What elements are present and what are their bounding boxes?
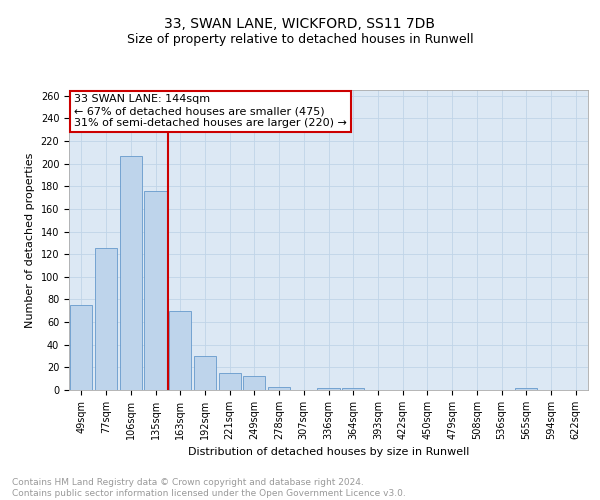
- Bar: [243, 376, 265, 390]
- Text: 33 SWAN LANE: 144sqm
← 67% of detached houses are smaller (475)
31% of semi-deta: 33 SWAN LANE: 144sqm ← 67% of detached h…: [74, 94, 347, 128]
- Bar: [194, 356, 216, 390]
- Bar: [70, 305, 92, 390]
- Bar: [268, 386, 290, 390]
- Bar: [342, 388, 364, 390]
- Text: Size of property relative to detached houses in Runwell: Size of property relative to detached ho…: [127, 32, 473, 46]
- Bar: [145, 191, 167, 390]
- Text: 33, SWAN LANE, WICKFORD, SS11 7DB: 33, SWAN LANE, WICKFORD, SS11 7DB: [164, 18, 436, 32]
- Text: Contains HM Land Registry data © Crown copyright and database right 2024.
Contai: Contains HM Land Registry data © Crown c…: [12, 478, 406, 498]
- Bar: [95, 248, 117, 390]
- Bar: [119, 156, 142, 390]
- Bar: [169, 311, 191, 390]
- Bar: [515, 388, 538, 390]
- Bar: [218, 373, 241, 390]
- Y-axis label: Number of detached properties: Number of detached properties: [25, 152, 35, 328]
- X-axis label: Distribution of detached houses by size in Runwell: Distribution of detached houses by size …: [188, 448, 469, 458]
- Bar: [317, 388, 340, 390]
